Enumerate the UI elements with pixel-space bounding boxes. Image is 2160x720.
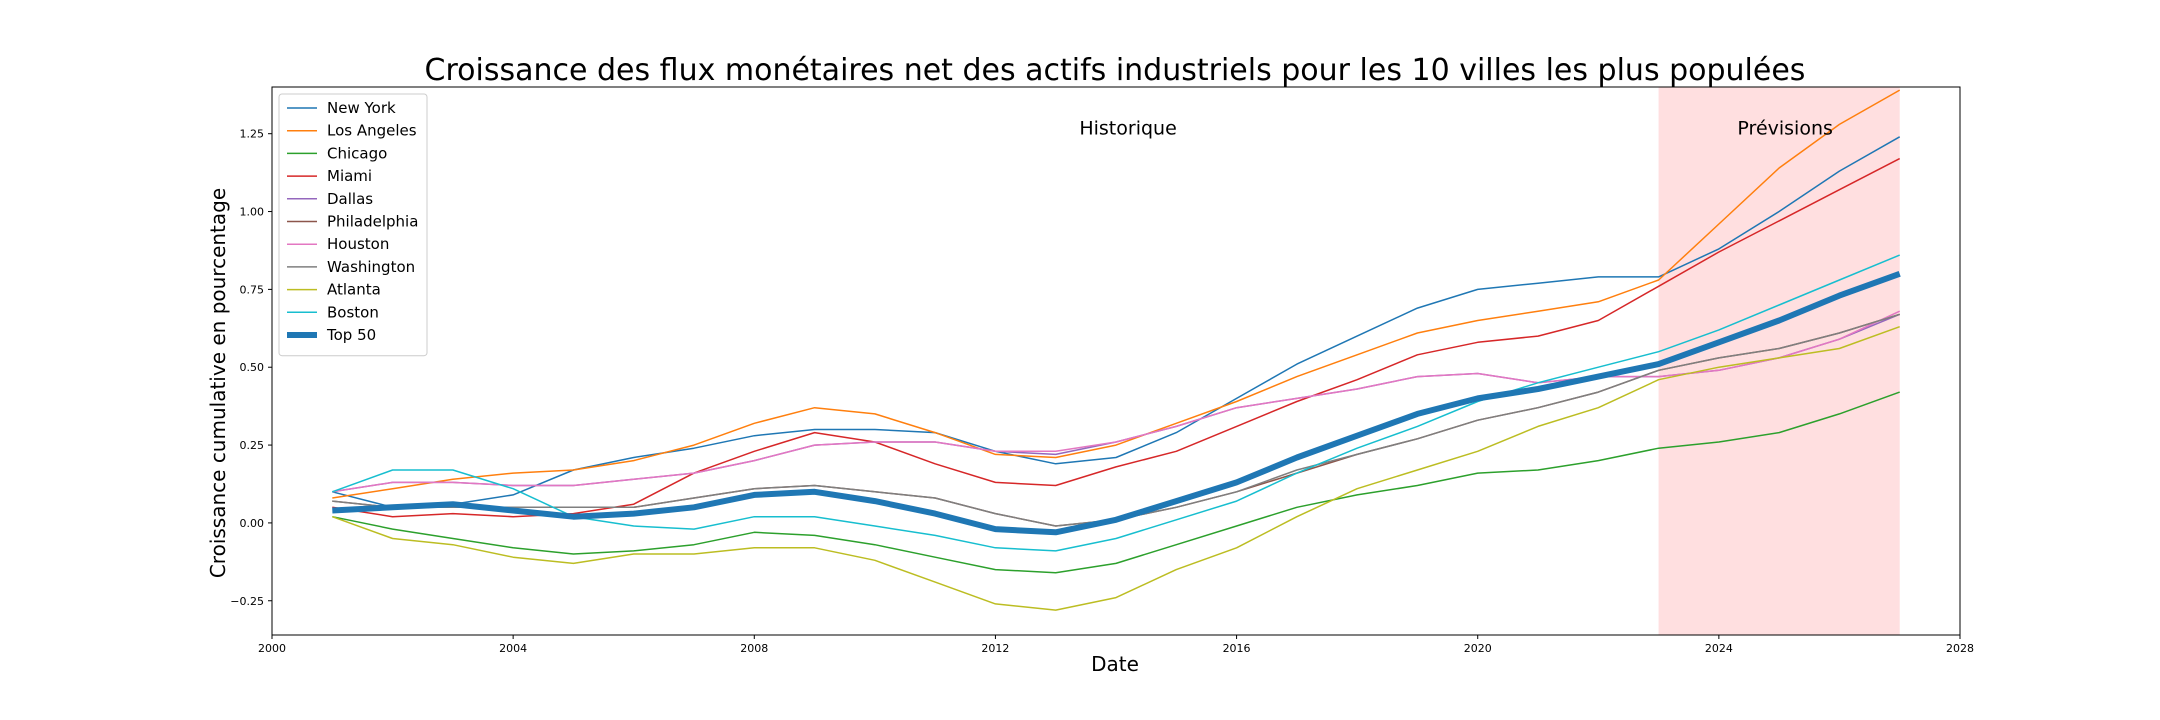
forecast-region (1658, 87, 1900, 635)
annotation-layer: Historique Prévisions (1079, 117, 1833, 139)
legend-label: Boston (327, 303, 379, 321)
chart-title: Croissance des flux monétaires net des a… (425, 53, 1806, 88)
series-line-9 (332, 254, 1900, 552)
x-axis: 2000 2004 2008 2012 2016 2020 2024 2028 (258, 635, 1974, 655)
region-label-0: Historique (1079, 117, 1176, 139)
y-tick-label: 0.00 (240, 517, 265, 530)
x-tick-label: 2008 (740, 642, 768, 655)
y-tick-label: 0.75 (240, 283, 265, 296)
legend-label: Top 50 (326, 326, 376, 344)
region-label-1: Prévisions (1737, 117, 1832, 139)
series-line-6 (332, 310, 1901, 493)
legend-label: Los Angeles (327, 122, 417, 140)
y-tick-label: −0.25 (230, 595, 264, 608)
y-axis: −0.25 0.00 0.25 0.50 0.75 1.00 1.25 (230, 128, 272, 608)
x-axis-title: Date (1091, 652, 1139, 676)
forecast-layer (1658, 87, 1900, 635)
x-tick-label: 2000 (258, 642, 286, 655)
legend-label: Philadelphia (327, 213, 418, 231)
legend-label: Miami (327, 167, 372, 185)
series-line-1 (332, 89, 1901, 499)
y-tick-label: 1.00 (240, 206, 265, 219)
y-tick-label: 1.25 (240, 128, 265, 141)
x-tick-label: 2016 (1223, 642, 1251, 655)
series-line-3 (332, 157, 1901, 518)
series-line-8 (332, 325, 1900, 611)
x-tick-label: 2028 (1946, 642, 1974, 655)
x-tick-label: 2024 (1705, 642, 1733, 655)
plot-frame (271, 86, 1961, 636)
legend-label: New York (327, 99, 396, 117)
y-tick-label: 0.25 (240, 439, 265, 452)
series-line-10 (332, 270, 1901, 536)
legend-label: Chicago (327, 144, 387, 162)
legend-label: Atlanta (327, 281, 381, 299)
series-line-2 (332, 391, 1900, 574)
x-tick-label: 2020 (1464, 642, 1492, 655)
series-line-0 (332, 136, 1901, 509)
y-tick-label: 0.50 (240, 361, 265, 374)
x-tick-label: 2012 (981, 642, 1009, 655)
legend-label: Houston (327, 235, 389, 253)
y-axis-title: Croissance cumulative en pourcentage (206, 188, 230, 578)
legend-label: Dallas (327, 190, 373, 208)
legend: New York Los Angeles Chicago Miami Dallas Phi… (278, 93, 428, 357)
x-tick-label: 2004 (499, 642, 527, 655)
legend-label: Washington (327, 258, 415, 276)
series-layer (332, 89, 1901, 611)
